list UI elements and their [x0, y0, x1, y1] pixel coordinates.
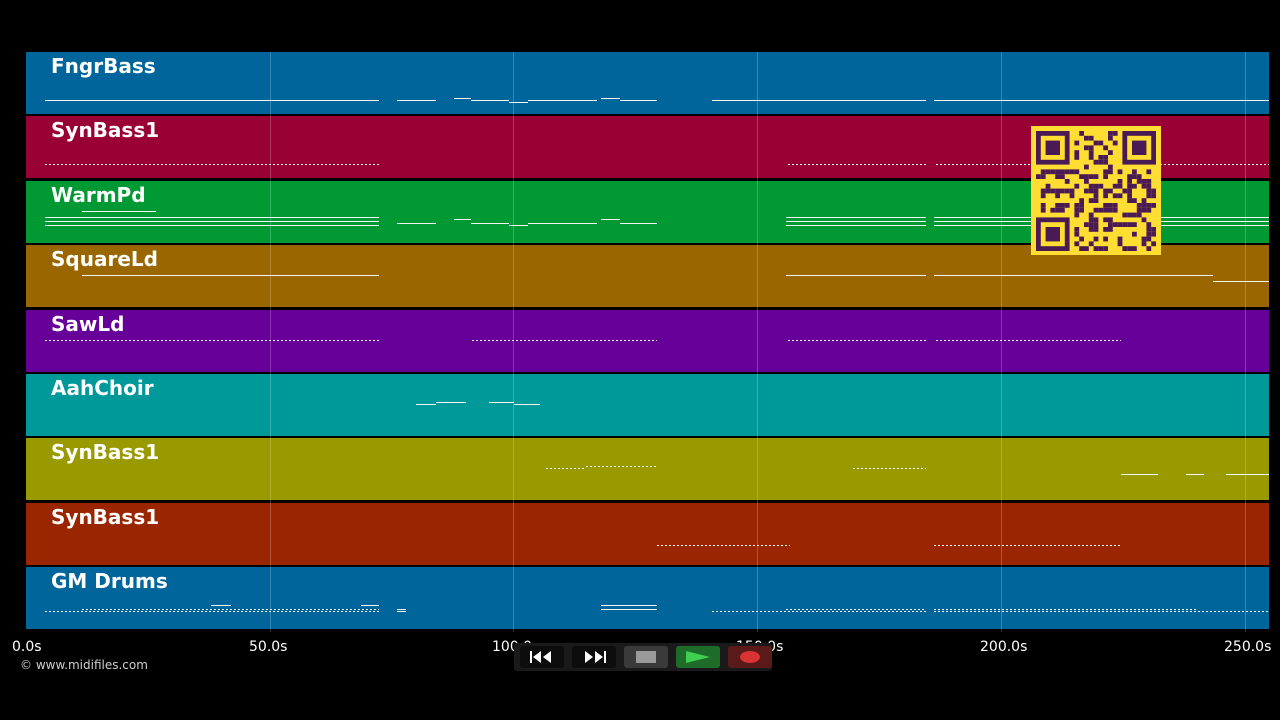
note-bar [472, 340, 657, 341]
note-bar [528, 223, 597, 224]
note-bar [416, 404, 436, 405]
note-bar [82, 609, 379, 610]
track-label: FngrBass [51, 54, 156, 78]
track-label: WarmPd [51, 183, 146, 207]
note-bar [788, 340, 926, 341]
track-lane: SquareLd [26, 245, 1269, 307]
note-bar [454, 98, 471, 99]
time-tick-label: 0.0s [12, 639, 42, 655]
note-bar [211, 605, 231, 606]
track-label: SynBass1 [51, 118, 160, 142]
gridline [270, 52, 271, 632]
piano-roll: FngrBass SynBass1 WarmPd SquareLd SawLd AahCh… [26, 52, 1269, 632]
note-bar [934, 545, 1121, 546]
note-bar [471, 223, 509, 224]
credit-text: © www.midifiles.com [20, 658, 148, 672]
note-bar [788, 164, 926, 165]
note-bar [397, 611, 406, 612]
track-lane: AahChoir [26, 374, 1269, 436]
track-lane: GM Drums [26, 567, 1269, 629]
note-bar [1186, 474, 1204, 475]
note-bar [45, 221, 379, 222]
note-bar [361, 605, 379, 606]
track-label: SquareLd [51, 247, 158, 271]
gridline [513, 52, 514, 632]
note-bar [1226, 474, 1269, 475]
note-bar [853, 468, 926, 469]
note-bar [397, 100, 436, 101]
track-lane: FngrBass [26, 52, 1269, 114]
note-bar [509, 225, 528, 226]
note-bar [934, 100, 1269, 101]
play-button[interactable] [676, 646, 720, 668]
time-tick-label: 50.0s [249, 639, 288, 655]
note-bar [489, 402, 514, 403]
note-bar [786, 217, 926, 218]
gridline [757, 52, 758, 632]
track-label: AahChoir [51, 376, 154, 400]
note-bar [45, 217, 379, 218]
note-bar [601, 609, 657, 610]
rewind-icon [530, 651, 551, 663]
note-bar [45, 225, 379, 226]
note-bar [786, 609, 926, 610]
track-label: GM Drums [51, 569, 168, 593]
note-bar [786, 275, 926, 276]
transport-bar [514, 643, 772, 671]
gridline [1245, 52, 1246, 632]
track-lane: SynBass1 [26, 438, 1269, 500]
record-icon [740, 651, 760, 663]
gridline [1001, 52, 1002, 632]
note-bar [45, 340, 379, 341]
note-bar [786, 221, 926, 222]
track-lane: SynBass1 [26, 503, 1269, 565]
note-bar [82, 211, 156, 212]
time-tick-label: 200.0s [980, 639, 1028, 655]
fast-forward-icon [585, 651, 606, 663]
qr-code-icon [1031, 126, 1161, 255]
note-bar [397, 609, 406, 610]
track-label: SynBass1 [51, 440, 160, 464]
note-bar [712, 611, 926, 612]
rewind-button[interactable] [520, 646, 564, 668]
note-bar [82, 275, 379, 276]
note-bar [528, 100, 597, 101]
note-bar [45, 611, 379, 612]
note-bar [436, 402, 466, 403]
note-bar [586, 466, 657, 467]
note-bar [601, 219, 620, 220]
note-bar [786, 225, 926, 226]
note-bar [657, 545, 790, 546]
record-button[interactable] [728, 646, 772, 668]
note-bar [1213, 281, 1269, 282]
note-bar [620, 223, 657, 224]
note-bar [934, 611, 1269, 612]
note-bar [934, 275, 1213, 276]
note-bar [546, 468, 586, 469]
note-bar [601, 605, 657, 606]
stop-button[interactable] [624, 646, 668, 668]
note-bar [45, 100, 379, 101]
play-icon [686, 651, 710, 663]
stop-icon [636, 651, 656, 663]
note-bar [712, 100, 926, 101]
note-bar [471, 100, 509, 101]
note-bar [454, 219, 471, 220]
note-bar [1121, 474, 1158, 475]
track-label: SawLd [51, 312, 125, 336]
note-bar [620, 100, 657, 101]
track-lane: SawLd [26, 310, 1269, 372]
note-bar [514, 404, 540, 405]
note-bar [45, 164, 379, 165]
note-bar [601, 98, 620, 99]
note-bar [934, 609, 1196, 610]
note-bar [397, 223, 436, 224]
time-tick-label: 250.0s [1224, 639, 1272, 655]
note-bar [509, 102, 528, 103]
fast-forward-button[interactable] [572, 646, 616, 668]
track-label: SynBass1 [51, 505, 160, 529]
note-bar [936, 340, 1121, 341]
